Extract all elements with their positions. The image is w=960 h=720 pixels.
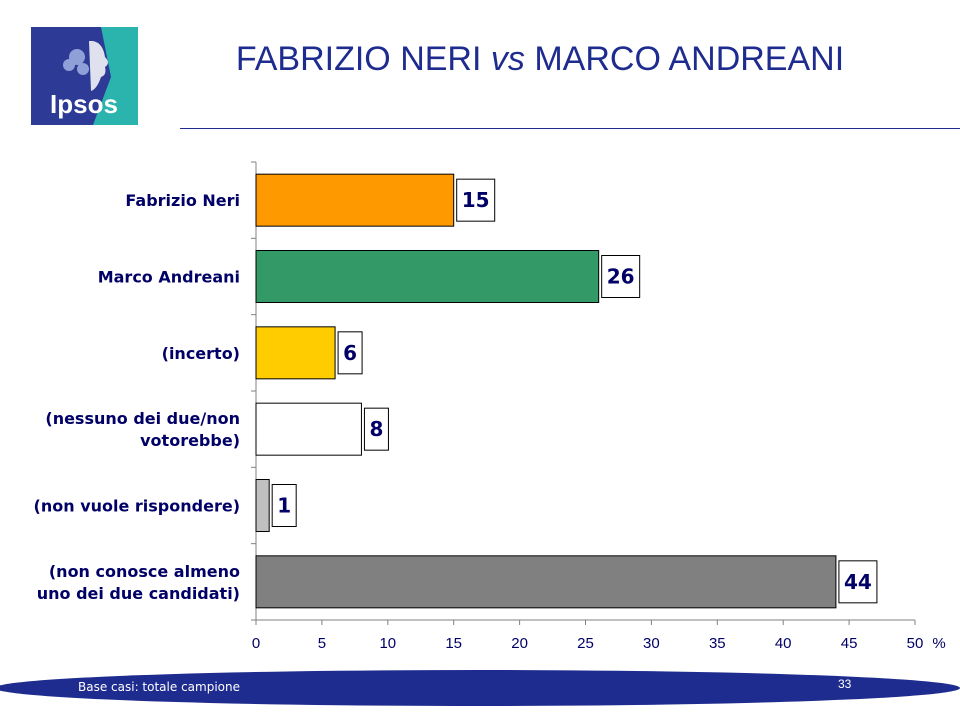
- category-label-line: (non vuole rispondere): [34, 497, 240, 516]
- category-label: (nessuno dei due/non votorebbe): [45, 409, 240, 450]
- category-label: (incerto): [162, 344, 240, 363]
- footer-note: Base casi: totale campione: [78, 680, 240, 694]
- data-label: 26: [607, 265, 635, 289]
- bar: [255, 173, 455, 227]
- logo-text: Ipsos: [50, 89, 118, 119]
- x-tick-label: 20: [511, 635, 528, 652]
- page-number: 33: [838, 677, 852, 691]
- category-label-line: Fabrizio Neri: [125, 191, 240, 210]
- category-label: Fabrizio Neri: [125, 191, 240, 210]
- bar: [255, 326, 336, 380]
- data-label-box: [601, 255, 641, 298]
- category-label-line: uno dei due candidati): [37, 584, 240, 603]
- x-tick-label: 50: [907, 635, 924, 652]
- data-label: 8: [369, 417, 383, 441]
- category-label-line: (nessuno dei due/non: [45, 409, 240, 428]
- x-tick-label: 45: [841, 635, 858, 652]
- category-label-line: votorebbe): [140, 431, 240, 450]
- data-label: 15: [462, 188, 490, 212]
- data-label: 44: [844, 570, 872, 594]
- ipsos-logo: Ipsos: [31, 27, 138, 125]
- data-label-box: [456, 178, 496, 222]
- category-label: Marco Andreani: [98, 268, 240, 287]
- x-tick-label: 25: [577, 635, 594, 652]
- data-label: 6: [343, 341, 357, 365]
- category-label-line: (incerto): [162, 344, 240, 363]
- category-label-line: (non conosce almeno: [49, 562, 240, 581]
- title-part-1: FABRIZIO NERI: [235, 40, 491, 78]
- title-underline: [180, 128, 960, 129]
- bar: [255, 250, 600, 303]
- data-label-box: [271, 484, 297, 527]
- data-label-box: [337, 331, 363, 375]
- page-title: FABRIZIO NERI vs MARCO ANDREANI: [170, 40, 910, 79]
- title-part-2: MARCO ANDREANI: [524, 40, 845, 78]
- x-tick-label: 5: [318, 635, 326, 652]
- x-unit-label: %: [932, 635, 945, 652]
- x-tick-label: 35: [709, 635, 726, 652]
- x-tick-label: 10: [379, 635, 396, 652]
- title-part-vs: vs: [490, 40, 525, 78]
- footer-band: [0, 670, 960, 706]
- category-label: (non conosce almeno uno dei due candidati…: [37, 562, 240, 603]
- x-tick-label: 15: [445, 635, 462, 652]
- data-label: 1: [277, 494, 291, 518]
- data-label-box: [838, 560, 878, 604]
- x-tick-label: 0: [252, 635, 260, 652]
- category-label: (non vuole rispondere): [34, 497, 240, 516]
- x-tick-label: 30: [643, 635, 660, 652]
- category-label-line: Marco Andreani: [98, 268, 240, 287]
- bar: [255, 479, 270, 532]
- data-label-box: [363, 407, 389, 451]
- bar: [255, 402, 362, 456]
- x-tick-label: 40: [775, 635, 792, 652]
- bar: [255, 555, 837, 609]
